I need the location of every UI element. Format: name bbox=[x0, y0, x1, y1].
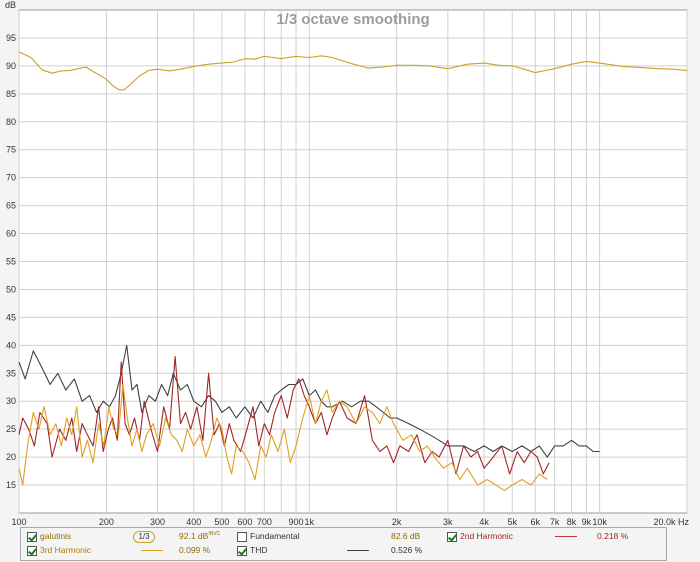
x-tick-label: 20.0k Hz bbox=[653, 517, 689, 527]
legend-label: THD bbox=[250, 545, 268, 555]
x-tick-label: 900 bbox=[289, 517, 304, 527]
legend-panel: galutinis 1/3 92.1 dBINVC Fundamental 82… bbox=[20, 527, 667, 561]
legend-value: 92.1 dBINVC bbox=[179, 531, 221, 541]
y-tick-label: 15 bbox=[6, 480, 16, 490]
legend-swatch bbox=[141, 550, 163, 551]
y-tick-label: 30 bbox=[6, 396, 16, 406]
legend-value: 0.526 % bbox=[391, 545, 423, 555]
x-tick-label: 7k bbox=[550, 517, 560, 527]
legend-label: 2nd Harmonic bbox=[460, 531, 513, 541]
y-tick-label: 70 bbox=[6, 173, 16, 183]
x-tick-label: 700 bbox=[257, 517, 272, 527]
legend-value: 0.099 % bbox=[179, 545, 211, 555]
y-tick-label: 20 bbox=[6, 452, 16, 462]
x-tick-label: 2k bbox=[392, 517, 402, 527]
legend-item-fundamental[interactable]: Fundamental bbox=[237, 530, 357, 544]
x-tick-label: 4k bbox=[479, 517, 489, 527]
x-tick-label: 400 bbox=[186, 517, 201, 527]
y-tick-label: 60 bbox=[6, 229, 16, 239]
y-tick-label: 90 bbox=[6, 61, 16, 71]
x-tick-label: 100 bbox=[11, 517, 26, 527]
x-tick-label: 300 bbox=[150, 517, 165, 527]
legend-label: 3rd Harmonic bbox=[40, 545, 92, 555]
series-line-thd bbox=[18, 344, 600, 458]
x-tick-label: 200 bbox=[99, 517, 114, 527]
legend-item-galutinis[interactable]: galutinis bbox=[27, 530, 137, 544]
y-tick-label: 35 bbox=[6, 368, 16, 378]
y-tick-label: 85 bbox=[6, 89, 16, 99]
y-tick-label: 75 bbox=[6, 145, 16, 155]
y-tick-label: 95 bbox=[6, 33, 16, 43]
smoothing-button[interactable]: 1/3 bbox=[133, 531, 155, 543]
thd-checkbox[interactable] bbox=[237, 546, 247, 556]
x-tick-label: 9k bbox=[582, 517, 592, 527]
legend-label: Fundamental bbox=[250, 531, 300, 541]
x-tick-label: 500 bbox=[214, 517, 229, 527]
x-tick-label: 3k bbox=[443, 517, 453, 527]
y-axis-label: dB bbox=[5, 0, 16, 10]
legend-item-thd[interactable]: THD bbox=[237, 544, 317, 558]
y-tick-label: 45 bbox=[6, 312, 16, 322]
y-tick-label: 80 bbox=[6, 117, 16, 127]
legend-swatch bbox=[347, 550, 369, 551]
legend-swatch bbox=[555, 536, 577, 537]
x-tick-label: 10k bbox=[592, 517, 607, 527]
y-tick-label: 55 bbox=[6, 257, 16, 267]
series-line-galutinis bbox=[18, 51, 688, 91]
x-tick-label: 8k bbox=[567, 517, 577, 527]
series-line-3rd-harmonic bbox=[18, 383, 548, 492]
x-tick-label: 6k bbox=[530, 517, 540, 527]
chart-svg: 15 20 25 30 35 40 45 50 55 60 65 70 75 80 85 90 95 dB 100 2… bbox=[5, 0, 690, 527]
fundamental-checkbox[interactable] bbox=[237, 532, 247, 542]
chart-title: 1/3 octave smoothing bbox=[276, 11, 429, 28]
legend-value: 0.218 % bbox=[597, 531, 629, 541]
series-line-2nd-harmonic bbox=[18, 355, 550, 475]
y-tick-label: 50 bbox=[6, 284, 16, 294]
legend-item-2nd-harmonic[interactable]: 2nd Harmonic bbox=[447, 530, 557, 544]
galutinis-checkbox[interactable] bbox=[27, 532, 37, 542]
legend-value: 82.6 dB bbox=[391, 531, 421, 541]
y-tick-label: 40 bbox=[6, 340, 16, 350]
x-tick-label: 5k bbox=[507, 517, 517, 527]
3rd-harmonic-checkbox[interactable] bbox=[27, 546, 37, 556]
legend-label: galutinis bbox=[40, 531, 72, 541]
x-tick-label: 1k bbox=[305, 517, 315, 527]
y-tick-label: 65 bbox=[6, 201, 16, 211]
x-tick-label: 600 bbox=[237, 517, 252, 527]
2nd-harmonic-checkbox[interactable] bbox=[447, 532, 457, 542]
legend-item-3rd-harmonic[interactable]: 3rd Harmonic bbox=[27, 544, 137, 558]
y-tick-label: 25 bbox=[6, 424, 16, 434]
